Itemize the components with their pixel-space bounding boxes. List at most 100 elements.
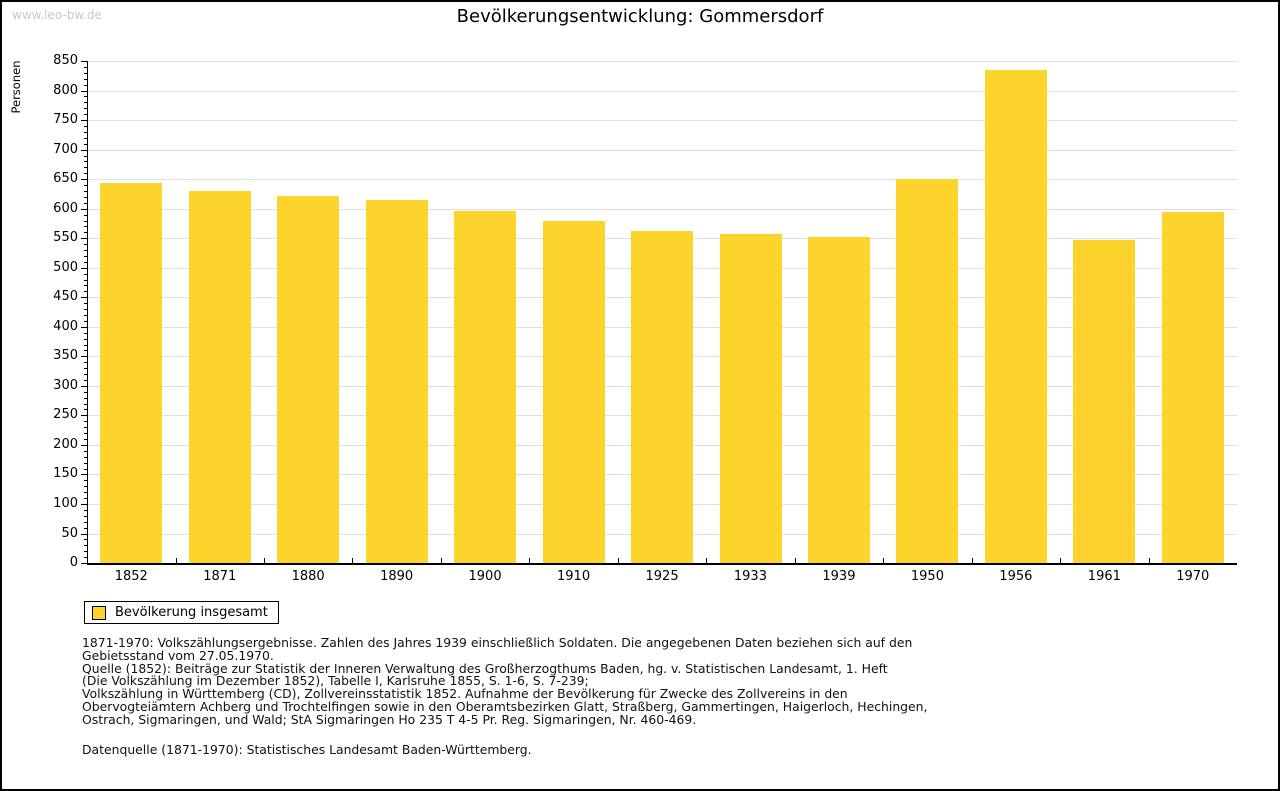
ytick-minor-360	[84, 350, 87, 352]
xtick-9	[883, 558, 885, 563]
bar-1939	[807, 237, 870, 563]
ytick-label-150: 150	[53, 466, 78, 482]
bar-1871	[188, 190, 251, 563]
y-axis-line	[87, 61, 88, 564]
ytick-minor-540	[84, 244, 87, 246]
gridline-650	[87, 179, 1237, 181]
ytick-minor-590	[84, 214, 87, 216]
ytick-minor-240	[84, 421, 87, 423]
ytick-minor-810	[84, 84, 87, 86]
gridline-700	[87, 149, 1237, 151]
ytick-minor-40	[84, 539, 87, 541]
ytick-label-600: 600	[53, 200, 78, 216]
ytick-minor-680	[84, 161, 87, 163]
xtick-8	[794, 558, 796, 563]
gridline-850	[87, 61, 1237, 62]
note-line-5: Volkszählung in Württemberg (CD), Zollve…	[82, 686, 848, 702]
ytick-minor-480	[84, 279, 87, 281]
bar-1933	[719, 234, 782, 563]
ytick-label-200: 200	[53, 436, 78, 452]
note-line-4: (Die Volkszählung im Dezember 1852), Tab…	[82, 673, 589, 689]
ytick-label-750: 750	[53, 112, 78, 128]
ytick-minor-630	[84, 190, 87, 192]
ytick-major-150	[81, 474, 87, 476]
ytick-minor-390	[84, 332, 87, 334]
ytick-minor-410	[84, 320, 87, 322]
ytick-major-650	[81, 179, 87, 181]
xlabel-1950: 1950	[910, 569, 944, 584]
ytick-minor-310	[84, 379, 87, 381]
ytick-minor-460	[84, 291, 87, 293]
xlabel-1852: 1852	[114, 569, 148, 584]
ytick-minor-70	[84, 521, 87, 523]
chart-title: Bevölkerungsentwicklung: Gommersdorf	[456, 6, 824, 27]
ytick-minor-510	[84, 261, 87, 263]
x-axis-line	[87, 563, 1237, 565]
ytick-minor-180	[84, 456, 87, 458]
xlabel-1939: 1939	[822, 569, 856, 584]
ytick-minor-340	[84, 362, 87, 364]
ytick-major-0	[81, 563, 87, 564]
ytick-minor-730	[84, 131, 87, 133]
bar-1880	[277, 195, 340, 563]
note-line-2: Gebietsstand vom 27.05.1970.	[82, 647, 274, 663]
legend-label: Bevölkerung insgesamt	[115, 605, 268, 620]
ytick-minor-440	[84, 303, 87, 305]
bar-1950	[896, 179, 959, 563]
ytick-minor-130	[84, 486, 87, 488]
xtick-3	[352, 558, 354, 563]
ytick-label-400: 400	[53, 318, 78, 334]
ytick-label-700: 700	[53, 141, 78, 157]
bar-1890	[365, 200, 428, 563]
ytick-label-500: 500	[53, 259, 78, 275]
ytick-minor-490	[84, 273, 87, 275]
ytick-minor-160	[84, 468, 87, 470]
gridline-600	[87, 208, 1237, 210]
xlabel-1933: 1933	[733, 569, 767, 584]
ytick-minor-520	[84, 255, 87, 257]
ytick-minor-470	[84, 285, 87, 287]
ytick-minor-230	[84, 427, 87, 429]
xtick-10	[971, 558, 973, 563]
ytick-minor-420	[84, 315, 87, 316]
ytick-minor-90	[84, 509, 87, 511]
ytick-minor-840	[84, 66, 87, 68]
ytick-minor-60	[84, 527, 87, 529]
legend-swatch-icon	[92, 605, 106, 620]
ytick-label-550: 550	[53, 230, 78, 246]
ytick-major-700	[81, 149, 87, 151]
ytick-minor-30	[84, 545, 87, 547]
ytick-label-800: 800	[53, 82, 78, 98]
ytick-minor-270	[84, 403, 87, 405]
ytick-label-450: 450	[53, 289, 78, 305]
bar-1956	[984, 69, 1047, 563]
xlabel-1900: 1900	[468, 569, 502, 584]
ytick-minor-760	[84, 114, 87, 116]
watermark: www.leo-bw.de	[12, 8, 102, 22]
ytick-major-300	[81, 385, 87, 387]
ytick-major-750	[81, 120, 87, 122]
bar-1910	[542, 220, 605, 563]
xtick-6	[617, 558, 619, 563]
ytick-minor-660	[84, 173, 87, 175]
ytick-minor-320	[84, 374, 87, 375]
ytick-minor-690	[84, 155, 87, 157]
bar-1925	[631, 231, 693, 563]
ytick-minor-430	[84, 309, 87, 310]
legend: Bevölkerung insgesamt	[84, 601, 279, 624]
gridline-800	[87, 90, 1237, 92]
ytick-minor-670	[84, 167, 87, 169]
ytick-minor-580	[84, 220, 87, 222]
ytick-minor-640	[84, 185, 87, 186]
ytick-minor-280	[84, 397, 87, 399]
ytick-minor-370	[84, 344, 87, 346]
ytick-major-450	[81, 297, 87, 299]
data-source-line: Datenquelle (1871-1970): Statistisches L…	[82, 742, 532, 757]
xlabel-1970: 1970	[1176, 569, 1210, 584]
bar-1970	[1161, 212, 1224, 563]
ytick-minor-570	[84, 226, 87, 228]
ytick-minor-110	[84, 498, 87, 499]
note-line-6: Obervogteiämtern Achberg und Trochtelfin…	[82, 698, 928, 714]
note-line-1: 1871-1970: Volkszählungsergebnisse. Zahl…	[82, 635, 913, 650]
xtick-11	[1060, 558, 1062, 563]
